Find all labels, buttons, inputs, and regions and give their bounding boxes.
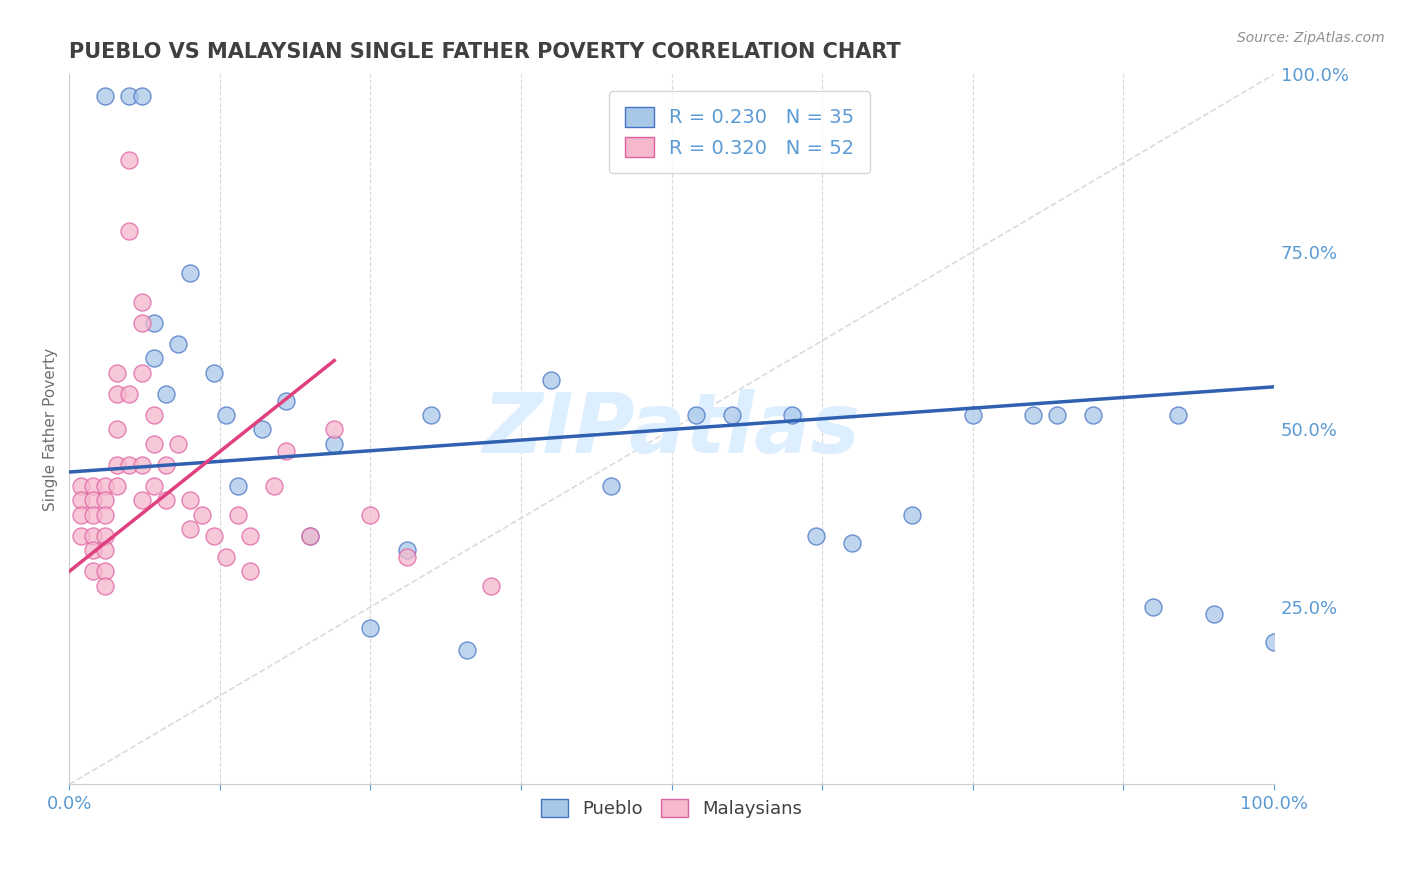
Point [107,458,129,472]
Point [780,409,803,423]
Point [94,579,117,593]
Point [1166,409,1188,423]
Point [1142,599,1164,614]
Point [142,409,165,423]
Point [190,508,212,522]
Point [155,387,177,401]
Point [226,508,249,522]
Point [179,522,201,536]
Point [1046,409,1069,423]
Point [142,479,165,493]
Point [600,479,623,493]
Point [1202,607,1225,621]
Point [70,529,93,543]
Point [94,479,117,493]
Point [456,642,478,657]
Point [82,493,104,508]
Point [323,436,346,450]
Point [107,479,129,493]
Point [131,316,153,330]
Point [540,373,562,387]
Point [1263,635,1285,649]
Point [118,458,141,472]
Point [359,508,381,522]
Legend: Pueblo, Malaysians: Pueblo, Malaysians [533,791,810,825]
Point [118,224,141,238]
Point [155,458,177,472]
Point [419,409,441,423]
Point [166,337,188,351]
Point [142,351,165,366]
Point [685,409,707,423]
Point [226,479,249,493]
Point [1083,409,1105,423]
Text: ZIPatlas: ZIPatlas [482,389,860,470]
Point [720,409,742,423]
Point [70,493,93,508]
Point [94,88,117,103]
Point [94,529,117,543]
Point [239,565,262,579]
Point [804,529,827,543]
Point [299,529,322,543]
Point [131,458,153,472]
Point [131,493,153,508]
Point [239,529,262,543]
Point [82,508,104,522]
Point [94,493,117,508]
Point [155,493,177,508]
Point [131,88,153,103]
Point [179,266,201,280]
Point [179,493,201,508]
Point [118,387,141,401]
Point [94,508,117,522]
Point [215,409,238,423]
Point [70,508,93,522]
Point [82,479,104,493]
Point [299,529,322,543]
Point [274,394,297,409]
Point [142,316,165,330]
Point [215,550,238,565]
Point [82,543,104,558]
Point [107,387,129,401]
Point [131,294,153,309]
Point [263,479,285,493]
Point [107,366,129,380]
Point [479,579,502,593]
Point [70,479,93,493]
Point [841,536,863,550]
Point [901,508,924,522]
Y-axis label: Single Father Poverty: Single Father Poverty [44,348,58,511]
Point [1022,409,1045,423]
Point [323,422,346,436]
Point [962,409,984,423]
Point [166,436,188,450]
Point [359,621,381,635]
Point [94,543,117,558]
Point [82,529,104,543]
Point [94,565,117,579]
Point [107,422,129,436]
Point [202,529,225,543]
Point [250,422,273,436]
Point [82,565,104,579]
Point [274,443,297,458]
Text: PUEBLO VS MALAYSIAN SINGLE FATHER POVERTY CORRELATION CHART: PUEBLO VS MALAYSIAN SINGLE FATHER POVERT… [69,42,901,62]
Point [118,153,141,167]
Point [395,543,418,558]
Point [202,366,225,380]
Point [118,88,141,103]
Point [142,436,165,450]
Text: Source: ZipAtlas.com: Source: ZipAtlas.com [1237,31,1385,45]
Point [131,366,153,380]
Point [395,550,418,565]
